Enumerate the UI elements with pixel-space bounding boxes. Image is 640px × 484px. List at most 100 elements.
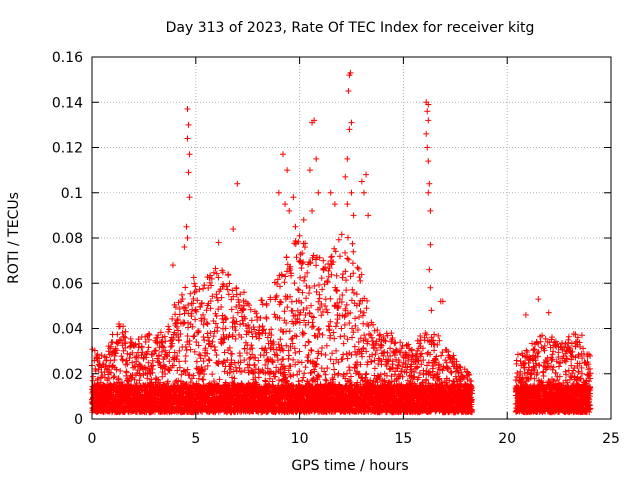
roti-point — [338, 326, 344, 332]
roti-point — [192, 289, 198, 295]
roti-point — [309, 348, 315, 354]
roti-point — [134, 353, 140, 359]
roti-point — [249, 317, 255, 323]
roti-point — [372, 365, 378, 371]
roti-point — [167, 368, 173, 374]
roti-point — [333, 323, 339, 329]
roti-point — [215, 275, 221, 281]
roti-point — [200, 377, 206, 383]
roti-point — [343, 287, 349, 293]
roti-point — [325, 310, 331, 316]
roti-point — [361, 332, 367, 338]
roti-point — [296, 349, 302, 355]
roti-point — [107, 358, 113, 364]
roti-point — [345, 355, 351, 361]
roti-point — [274, 293, 280, 299]
roti-point — [136, 377, 142, 383]
roti-point — [252, 355, 258, 361]
roti-point — [176, 337, 182, 343]
roti-point — [212, 347, 218, 353]
roti-point — [168, 344, 174, 350]
roti-point — [331, 336, 337, 342]
roti-point — [316, 282, 322, 288]
roti-point — [352, 344, 358, 350]
roti-point — [284, 254, 290, 260]
points-layer — [89, 70, 593, 415]
roti-point — [207, 357, 213, 363]
roti-point — [229, 351, 235, 357]
roti-point — [366, 331, 372, 337]
roti-point — [285, 356, 291, 362]
roti-point — [291, 280, 297, 286]
roti-point — [346, 364, 352, 370]
roti-point — [344, 351, 350, 357]
roti-point — [201, 337, 207, 343]
roti-point — [214, 271, 220, 277]
roti-point — [271, 311, 277, 317]
roti-point — [328, 356, 334, 362]
roti-point — [139, 343, 145, 349]
roti-point — [169, 316, 175, 322]
roti-point — [306, 339, 312, 345]
roti-point — [225, 287, 231, 293]
roti-point — [305, 338, 311, 344]
roti-point — [252, 362, 258, 368]
roti-point — [211, 333, 217, 339]
roti-point — [300, 375, 306, 381]
roti-point — [182, 284, 188, 290]
roti-point — [205, 363, 211, 369]
roti-point — [368, 332, 374, 338]
roti-point — [354, 291, 360, 297]
roti-point — [223, 325, 229, 331]
roti-point — [349, 297, 355, 303]
roti-point — [356, 314, 362, 320]
roti-point — [124, 370, 130, 376]
roti-point — [363, 371, 369, 377]
roti-point — [300, 332, 306, 338]
roti-point — [191, 281, 197, 287]
roti-point — [369, 359, 375, 365]
roti-point — [327, 296, 333, 302]
roti-point — [301, 278, 307, 284]
roti-point — [321, 267, 327, 273]
roti-point — [117, 368, 123, 374]
roti-point — [182, 358, 188, 364]
roti-point — [309, 319, 315, 325]
roti-point — [350, 241, 356, 247]
roti-point — [364, 305, 370, 311]
roti-point — [237, 353, 243, 359]
roti-point — [319, 275, 325, 281]
roti-point — [334, 320, 340, 326]
roti-point — [190, 334, 196, 340]
roti-point — [273, 352, 279, 358]
roti-point — [335, 372, 341, 378]
roti-point — [346, 257, 352, 263]
roti-point — [276, 377, 282, 383]
roti-point — [292, 350, 298, 356]
roti-point — [200, 286, 206, 292]
roti-point — [336, 237, 342, 243]
roti-point — [281, 279, 287, 285]
roti-point — [301, 331, 307, 337]
roti-point — [194, 297, 200, 303]
roti-point — [192, 283, 198, 289]
roti-point — [350, 270, 356, 276]
roti-point — [336, 371, 342, 377]
roti-point — [192, 317, 198, 323]
roti-point — [307, 370, 313, 376]
roti-point — [139, 349, 145, 355]
roti-point — [329, 253, 335, 259]
roti-point — [281, 308, 287, 314]
roti-point — [237, 365, 243, 371]
roti-point — [264, 316, 270, 322]
roti-point — [121, 334, 127, 340]
roti-point — [352, 315, 358, 321]
roti-point — [316, 292, 322, 298]
roti-point — [184, 347, 190, 353]
roti-point — [350, 249, 356, 255]
roti-point — [353, 352, 359, 358]
roti-point — [259, 297, 265, 303]
roti-point — [297, 275, 303, 281]
roti-point — [302, 343, 308, 349]
